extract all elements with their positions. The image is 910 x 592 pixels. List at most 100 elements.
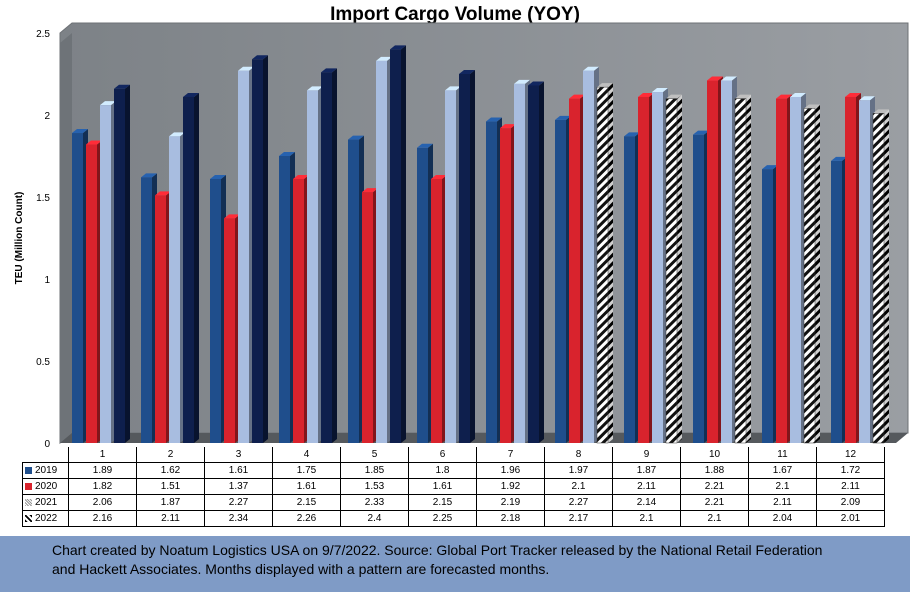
month-label: 12: [816, 447, 885, 463]
bar-side: [815, 104, 820, 443]
bar-top: [804, 104, 820, 109]
bar-top: [252, 55, 268, 60]
footer: Chart created by Noatum Logistics USA on…: [0, 536, 910, 592]
bar-top: [845, 92, 861, 97]
bar-side: [470, 70, 475, 443]
table-cell: 2.01: [816, 510, 885, 527]
bar-2022-month-5: [390, 49, 401, 444]
bar-2019-month-1: [72, 133, 83, 444]
month-label: 11: [748, 447, 817, 463]
table-cell: 2.15: [272, 494, 341, 511]
bar-2022-month-6: [459, 74, 470, 443]
bar-2020-month-10: [707, 80, 718, 443]
table-cell: 1.96: [476, 462, 545, 479]
table-cell: 2.15: [408, 494, 477, 511]
bar-top: [183, 92, 199, 97]
bar-2019-month-3: [210, 178, 221, 443]
bar-2019-month-9: [624, 136, 635, 443]
table-cell: 2.04: [748, 510, 817, 527]
table-cell: 2.27: [544, 494, 613, 511]
bar-top: [141, 173, 157, 178]
bar-top: [169, 132, 185, 137]
table-cell: 1.88: [680, 462, 749, 479]
table-cell: 1.61: [408, 478, 477, 495]
legend-series-name: 2022: [35, 513, 58, 524]
bar-2020-month-6: [431, 178, 442, 443]
table-cell: 2.19: [476, 494, 545, 511]
bar-top: [348, 135, 364, 140]
bar-2020-month-5: [362, 192, 373, 443]
bar-2020-month-2: [155, 195, 166, 443]
bar-top: [762, 165, 778, 170]
table-cell: 2.21: [680, 478, 749, 495]
bar-top: [459, 70, 475, 74]
bar-top: [155, 191, 171, 196]
bar-2022-month-2: [183, 96, 194, 444]
bar-2020-month-4: [293, 178, 304, 443]
bar-2019-month-10: [693, 134, 704, 443]
legend-series-name: 2019: [35, 465, 58, 476]
legend-series-name: 2021: [35, 497, 58, 508]
bar-2019-month-4: [279, 156, 290, 443]
table-cell: 2.25: [408, 510, 477, 527]
bar-side: [746, 94, 751, 443]
bar-top: [500, 124, 516, 129]
bar-2022-month-10: [734, 98, 747, 444]
table-cell: 1.97: [544, 462, 613, 479]
bar-top: [721, 76, 737, 81]
month-label: 2: [136, 447, 205, 463]
table-cell: 2.27: [204, 494, 273, 511]
bar-2021-month-8: [583, 70, 594, 443]
table-cell: 1.51: [136, 478, 205, 495]
bar-2020-month-1: [86, 144, 97, 443]
y-tick-label: 2.5: [36, 29, 50, 40]
bar-top: [210, 174, 226, 179]
bar-2021-month-6: [445, 90, 456, 444]
month-label: 6: [408, 447, 477, 463]
bar-2022-month-8: [596, 86, 609, 444]
bar-top: [859, 96, 875, 101]
plot-side-wall: [60, 33, 72, 443]
table-cell: 1.89: [68, 462, 137, 479]
table-cell: 1.61: [204, 462, 273, 479]
table-cell: 2.33: [340, 494, 409, 511]
y-tick-label: 2: [44, 111, 50, 122]
month-label: 9: [612, 447, 681, 463]
legend-key: [25, 514, 32, 522]
month-label: 8: [544, 447, 613, 463]
bar-side: [884, 109, 889, 444]
table-cell: 1.85: [340, 462, 409, 479]
bar-2021-month-10: [721, 80, 732, 443]
table-cell: 2.09: [816, 494, 885, 511]
bar-2020-month-12: [845, 96, 856, 444]
bar-side: [608, 83, 613, 444]
bar-2022-month-3: [252, 59, 263, 444]
bar-2021-month-5: [376, 60, 387, 443]
month-label: 1: [68, 447, 137, 463]
bar-2020-month-3: [224, 218, 235, 443]
month-label: 4: [272, 447, 341, 463]
bar-top: [555, 115, 571, 120]
bar-side: [263, 55, 268, 444]
table-row-2019: 2019 1.89 1.62 1.61 1.75 1.85 1.8 1.96 1.97 1.87 1…: [22, 462, 885, 479]
bar-top: [514, 79, 530, 84]
bar-top: [417, 143, 433, 148]
table-cell: 2.14: [612, 494, 681, 511]
table-cell: 2.1: [680, 510, 749, 527]
bar-top: [445, 86, 461, 91]
table-cell: 2.11: [136, 510, 205, 527]
bar-top: [238, 66, 254, 71]
bar-2019-month-6: [417, 147, 428, 444]
bar-top: [321, 68, 337, 73]
table-cell: 1.87: [612, 462, 681, 479]
y-tick-label: 1: [44, 275, 50, 286]
bar-top: [431, 174, 447, 179]
bar-2019-month-11: [762, 169, 773, 443]
bar-2019-month-7: [486, 121, 497, 443]
table-row-2021: 2021 2.06 1.87 2.27 2.15 2.33 2.15 2.19 2.27 2.14…: [22, 494, 885, 511]
bar-2021-month-9: [652, 92, 663, 443]
bar-2020-month-9: [638, 96, 649, 444]
table-cell: 1.62: [136, 462, 205, 479]
month-label: 3: [204, 447, 273, 463]
bar-top: [72, 129, 88, 134]
